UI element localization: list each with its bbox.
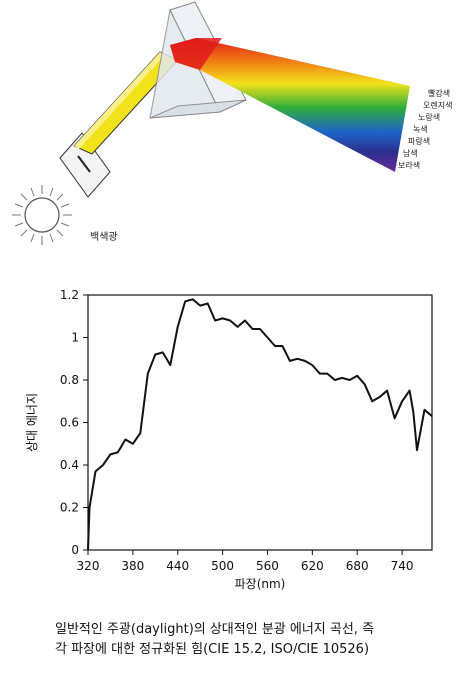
data-point <box>229 319 231 322</box>
data-point <box>379 396 381 398</box>
x-tick-label: 740 <box>391 559 414 573</box>
data-point <box>409 390 411 392</box>
data-point <box>274 345 276 347</box>
y-axis-title: 상대 에너지 <box>25 393 39 452</box>
x-axis-title: 파장(nm) <box>235 577 286 591</box>
spectrum-label: 오렌지색 <box>423 100 452 110</box>
data-point <box>117 451 119 453</box>
y-tick-label: 0.8 <box>60 373 79 387</box>
data-point <box>423 409 426 411</box>
spectrum-label: 노랑색 <box>418 112 440 122</box>
spectrum-label: 보라색 <box>398 160 420 170</box>
y-tick-label: 0.4 <box>60 458 79 472</box>
data-point <box>259 328 261 330</box>
data-point <box>88 506 91 509</box>
x-tick-label: 320 <box>77 559 100 573</box>
spectrum-fan <box>170 38 410 172</box>
data-point <box>109 453 111 455</box>
spectral-energy-chart: 320 380 440 500 560 620 680 740 0 0.2 0.4 0.6 0.8 1 1.… <box>25 288 433 591</box>
data-point <box>132 443 134 445</box>
data-point <box>394 417 396 419</box>
x-tick-label: 620 <box>301 559 324 573</box>
data-point <box>237 326 239 328</box>
data-point <box>214 319 216 322</box>
data-point <box>169 364 171 366</box>
data-point <box>386 390 388 392</box>
x-tick-label: 440 <box>166 559 189 573</box>
y-tick-label: 0 <box>71 543 79 557</box>
data-point <box>251 328 254 330</box>
data-point <box>401 400 403 402</box>
data-point <box>162 351 164 353</box>
data-point <box>356 375 358 377</box>
x-tick-label: 500 <box>211 559 234 573</box>
data-point <box>364 383 366 385</box>
data-point <box>319 373 321 375</box>
data-point <box>296 358 298 360</box>
data-point <box>304 360 306 362</box>
data-point <box>371 400 373 402</box>
data-point <box>154 353 156 356</box>
data-point <box>341 377 343 379</box>
data-point <box>311 364 313 366</box>
relative-energy-line <box>87 298 433 551</box>
x-tick-label: 380 <box>121 559 144 573</box>
data-point <box>412 411 414 413</box>
data-point <box>222 317 224 319</box>
data-point <box>289 360 291 362</box>
figure-caption: 일반적인 주광(daylight)의 상대적인 분광 에너지 곡선, 즉 각 파… <box>55 620 455 660</box>
data-point <box>139 432 141 434</box>
data-point <box>207 302 209 305</box>
spectrum-label: 남색 <box>403 148 418 158</box>
data-point <box>94 470 97 472</box>
sun-icon <box>12 185 72 245</box>
data-point <box>124 438 126 441</box>
spectrum-label: 파랑색 <box>408 136 430 146</box>
data-point <box>266 336 269 339</box>
data-point <box>199 305 201 307</box>
data-point <box>349 379 351 381</box>
plot-frame <box>87 294 433 551</box>
data-point <box>281 345 283 347</box>
spectrum-label: 녹색 <box>413 124 428 134</box>
y-tick-label: 1 <box>71 331 79 345</box>
data-point <box>416 449 418 451</box>
spectrum-label: 빨강색 <box>428 88 450 98</box>
slit-plate <box>59 132 111 198</box>
y-tick-label: 0.2 <box>60 501 79 515</box>
data-point <box>177 326 179 328</box>
y-tick-label: 0.6 <box>60 416 79 430</box>
x-tick-label: 560 <box>256 559 279 573</box>
data-point <box>326 373 328 375</box>
caption-line-1: 일반적인 주광(daylight)의 상대적인 분광 에너지 곡선, 즉 <box>55 622 375 637</box>
y-tick-label: 1.2 <box>60 288 79 302</box>
caption-line-2: 각 파장에 대한 정규화된 힘(CIE 15.2, ISO/CIE 10526) <box>55 642 370 657</box>
data-point <box>184 300 186 302</box>
x-tick-label: 680 <box>346 559 369 573</box>
data-point <box>431 415 433 417</box>
data-point <box>244 319 246 322</box>
data-point <box>147 373 149 375</box>
data-point <box>192 298 194 300</box>
data-point <box>87 549 89 551</box>
white-light-label: 백색광 <box>90 231 118 243</box>
data-point <box>334 379 336 381</box>
data-point <box>102 464 104 466</box>
